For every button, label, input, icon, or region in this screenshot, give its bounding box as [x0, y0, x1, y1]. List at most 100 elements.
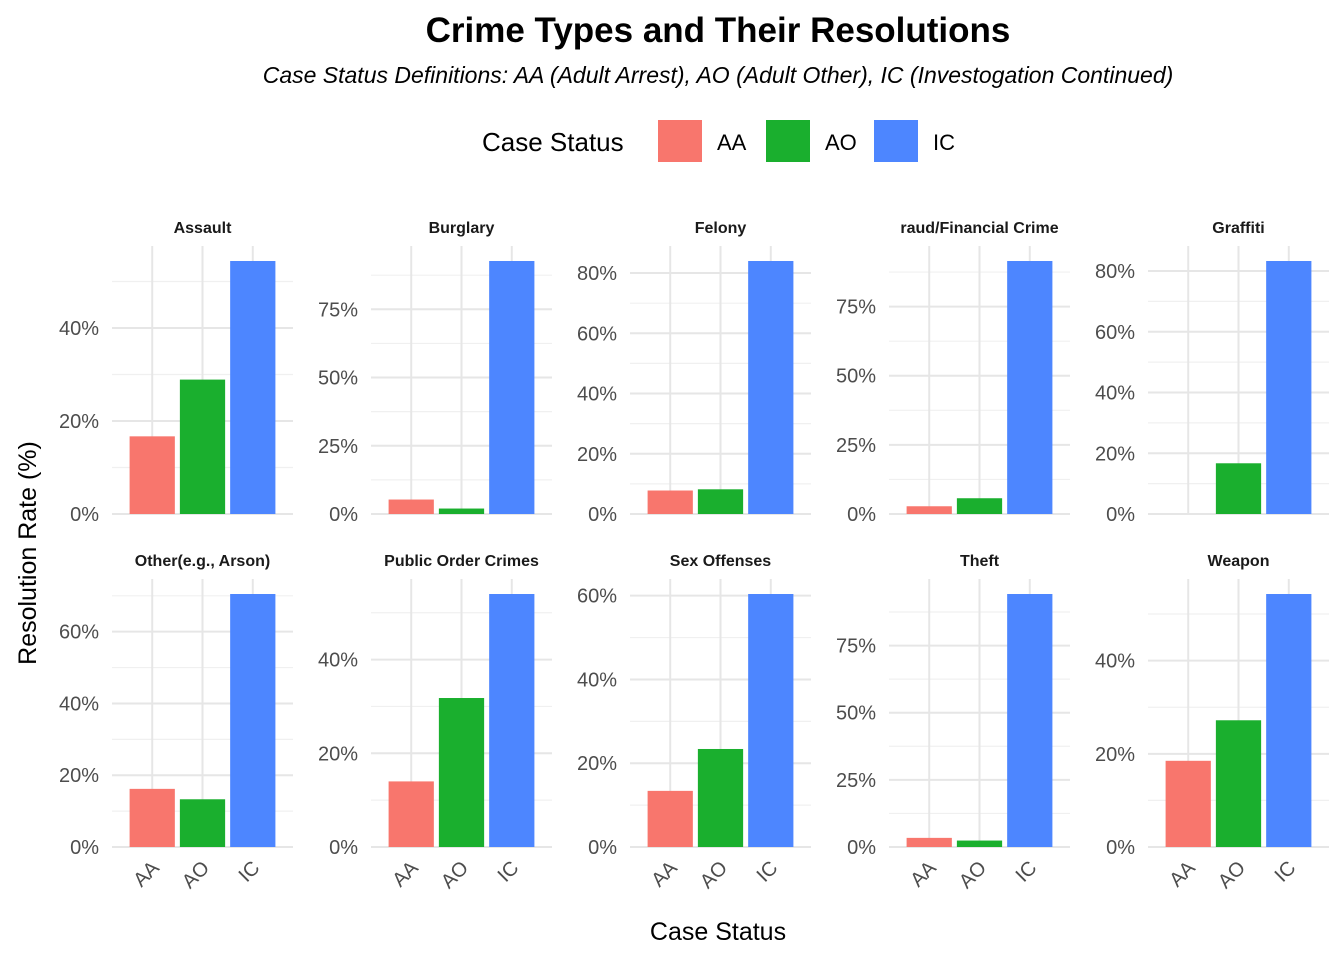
y-tick-label: 25%: [318, 436, 358, 458]
bar-burglary-ao: [438, 508, 485, 514]
legend-key-aa: [658, 120, 702, 162]
y-tick-label: 75%: [836, 636, 876, 658]
y-tick-label: 40%: [577, 669, 617, 691]
panel-sex-offenses: Sex Offenses 0% 20% 40% 60% AA AO IC: [577, 553, 811, 893]
legend-label-ao: AO: [825, 130, 857, 155]
y-tick-label: 40%: [318, 650, 358, 672]
facet-strip-label: Felony: [695, 220, 747, 237]
facet-panels: Assault 0% 20% 40% Burglary 0% 25% 50% 75% Felony…: [59, 220, 1329, 893]
y-tick-label: 40%: [59, 318, 99, 340]
y-tick-label: 20%: [577, 444, 617, 466]
y-tick-label: 60%: [59, 622, 99, 644]
bar-public-order-crimes-ao: [438, 698, 485, 847]
y-tick-label: 40%: [1095, 383, 1135, 405]
y-tick-label: 25%: [836, 435, 876, 457]
x-tick-label: AA: [1165, 857, 1200, 892]
bar-sex-offenses-ao: [697, 748, 744, 847]
facet-strip-label: Weapon: [1208, 553, 1270, 570]
y-axis-title: Resolution Rate (%): [14, 441, 42, 665]
y-tick-label: 20%: [577, 753, 617, 775]
bar-burglary-aa: [388, 499, 434, 514]
x-tick-label: IC: [494, 857, 524, 887]
bar-assault-ic: [230, 261, 276, 514]
y-tick-label: 60%: [577, 586, 617, 608]
y-tick-label: 0%: [847, 837, 876, 859]
y-tick-label: 20%: [1095, 744, 1135, 766]
bar-sex-offenses-aa: [647, 790, 693, 847]
x-tick-label: IC: [1271, 857, 1301, 887]
y-tick-label: 0%: [70, 837, 99, 859]
bar-public-order-crimes-ic: [489, 594, 535, 847]
facet-strip-label: Public Order Crimes: [384, 553, 539, 570]
facet-strip-label: Theft: [960, 553, 1000, 570]
bar-other-e-g-arson-ao: [179, 799, 226, 847]
panel-other-e-g-arson: Other(e.g., Arson) 0% 20% 40% 60% AA AO IC: [59, 553, 293, 893]
y-tick-label: 80%: [1095, 261, 1135, 283]
panel-assault: Assault 0% 20% 40%: [59, 220, 293, 526]
panel-raud-financial-crime: raud/Financial Crime 0% 25% 50% 75%: [836, 220, 1070, 526]
x-tick-label: IC: [1012, 857, 1042, 887]
y-tick-label: 40%: [59, 693, 99, 715]
x-tick-label: AA: [647, 857, 682, 892]
bar-assault-aa: [129, 436, 175, 514]
y-tick-label: 0%: [588, 504, 617, 526]
y-tick-label: 50%: [836, 366, 876, 388]
x-tick-label: AO: [1214, 857, 1250, 893]
legend-title: Case Status: [482, 127, 624, 157]
y-tick-label: 0%: [329, 504, 358, 526]
y-tick-label: 50%: [318, 368, 358, 390]
bar-other-e-g-arson-ic: [230, 594, 276, 847]
bar-raud-financial-crime-ic: [1007, 261, 1053, 514]
y-tick-label: 60%: [577, 323, 617, 345]
x-tick-label: AO: [437, 857, 473, 893]
bar-theft-ao: [956, 840, 1003, 847]
legend-key-ao: [766, 120, 810, 162]
y-tick-label: 20%: [318, 743, 358, 765]
x-tick-label: AA: [129, 857, 164, 892]
y-tick-label: 60%: [1095, 322, 1135, 344]
x-tick-label: IC: [235, 857, 265, 887]
y-tick-label: 20%: [59, 411, 99, 433]
bar-sex-offenses-ic: [748, 594, 794, 847]
x-tick-label: AA: [388, 857, 423, 892]
facet-strip-label: Graffiti: [1212, 220, 1264, 237]
y-tick-label: 50%: [836, 703, 876, 725]
panel-burglary: Burglary 0% 25% 50% 75%: [318, 220, 552, 526]
y-tick-label: 40%: [1095, 651, 1135, 673]
bar-weapon-aa: [1165, 760, 1211, 847]
bar-raud-financial-crime-aa: [906, 506, 952, 514]
facet-strip-label: raud/Financial Crime: [900, 220, 1058, 237]
y-tick-label: 0%: [70, 504, 99, 526]
bar-theft-ic: [1007, 594, 1053, 847]
bar-theft-aa: [906, 837, 952, 847]
y-tick-label: 80%: [577, 263, 617, 285]
panel-weapon: Weapon 0% 20% 40% AA AO IC: [1095, 553, 1329, 893]
legend-label-ic: IC: [933, 130, 955, 155]
y-tick-label: 0%: [1106, 504, 1135, 526]
panel-public-order-crimes: Public Order Crimes 0% 20% 40% AA AO IC: [318, 553, 552, 893]
bar-graffiti-ao: [1215, 463, 1262, 514]
bar-weapon-ao: [1215, 720, 1262, 847]
facet-strip-label: Burglary: [429, 220, 495, 237]
bar-assault-ao: [179, 379, 226, 514]
bar-felony-aa: [647, 490, 693, 514]
x-axis-title: Case Status: [650, 918, 786, 946]
legend-key-ic: [874, 120, 918, 162]
y-tick-label: 0%: [588, 837, 617, 859]
y-tick-label: 20%: [1095, 443, 1135, 465]
y-tick-label: 20%: [59, 765, 99, 787]
x-tick-label: AO: [696, 857, 732, 893]
x-tick-label: AO: [955, 857, 991, 893]
x-tick-label: AO: [178, 857, 214, 893]
facet-strip-label: Other(e.g., Arson): [135, 553, 270, 570]
y-tick-label: 75%: [836, 297, 876, 319]
y-tick-label: 0%: [1106, 837, 1135, 859]
bar-other-e-g-arson-aa: [129, 788, 175, 847]
bar-graffiti-ic: [1266, 261, 1312, 514]
bar-raud-financial-crime-ao: [956, 498, 1003, 514]
y-tick-label: 40%: [577, 384, 617, 406]
x-tick-label: IC: [753, 857, 783, 887]
y-tick-label: 0%: [329, 837, 358, 859]
y-tick-label: 25%: [836, 770, 876, 792]
